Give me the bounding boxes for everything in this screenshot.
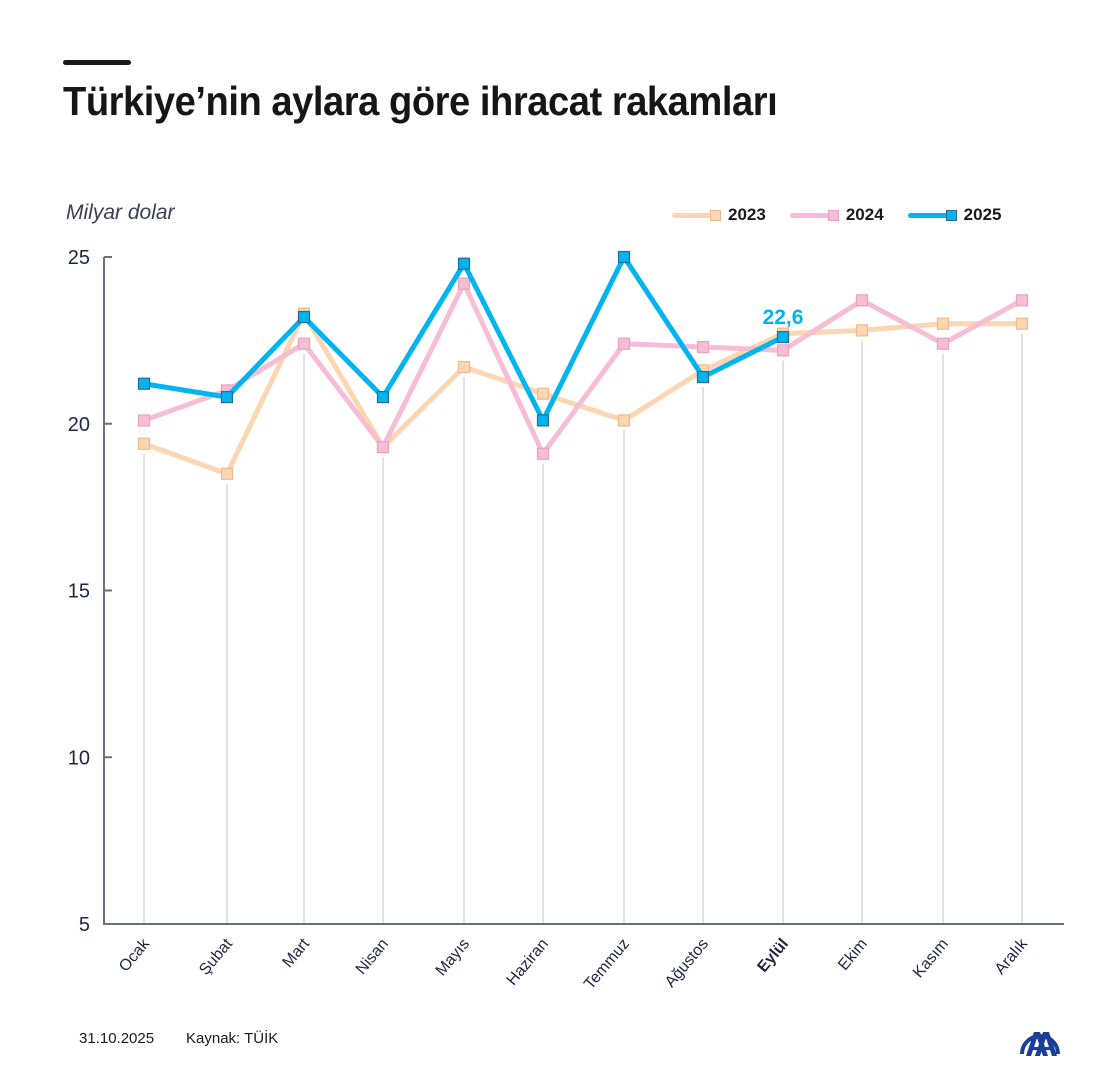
x-tick-label: Temmuz — [581, 936, 633, 993]
value-annotation: 22,6 — [763, 306, 804, 329]
legend-square-marker-icon — [945, 209, 957, 221]
data-point-marker-icon — [936, 337, 950, 350]
data-point-marker-icon — [776, 344, 790, 357]
x-tick-label: Şubat — [196, 935, 236, 978]
legend-label: 2023 — [728, 205, 766, 224]
data-point-marker-icon — [617, 250, 631, 264]
data-point-marker-icon — [220, 467, 234, 480]
data-point-marker-icon — [536, 414, 550, 427]
chart-legend: 2023 2024 2025 — [672, 205, 1025, 225]
data-point-marker-icon — [855, 294, 869, 307]
data-point-marker-icon — [1015, 317, 1029, 330]
y-axis-unit-label: Milyar dolar — [66, 201, 175, 224]
data-point-marker-icon — [1015, 294, 1029, 307]
x-tick-label: Aralık — [992, 935, 1032, 978]
data-point-marker-icon — [536, 447, 550, 460]
data-point-marker-icon — [376, 440, 390, 454]
data-point-marker-icon — [457, 277, 471, 290]
x-tick-label: Mart — [279, 935, 313, 971]
source-label: Kaynak: TÜİK — [186, 1030, 279, 1047]
axis-lines — [103, 257, 1064, 925]
series-2023 — [137, 307, 1029, 480]
x-tick-label: Kasım — [910, 936, 952, 982]
data-point-marker-icon — [137, 414, 151, 427]
y-tick-label: 15 — [68, 581, 90, 603]
legend-line-2023 — [672, 212, 712, 218]
data-point-marker-icon — [936, 317, 950, 330]
data-point-marker-icon — [137, 437, 151, 450]
y-tick-label: 10 — [68, 747, 90, 769]
data-point-marker-icon — [776, 330, 790, 344]
data-point-marker-icon — [297, 337, 311, 350]
title-accent-bar — [63, 60, 131, 65]
data-point-marker-icon — [220, 390, 234, 404]
x-tick-label: Eylül — [754, 936, 792, 976]
legend-line-2025 — [907, 212, 948, 218]
data-point-marker-icon — [376, 390, 390, 404]
legend-item-2023: 2023 — [672, 205, 766, 225]
legend-square-marker-icon — [827, 209, 839, 221]
y-tick-label: 20 — [68, 414, 90, 436]
x-tick-label: Mayıs — [433, 936, 473, 980]
page-title: Türkiye’nin aylara göre ihracat rakamlar… — [63, 78, 778, 124]
y-tick-label: 5 — [79, 914, 90, 936]
x-tick-label: Ocak — [116, 935, 154, 975]
data-point-marker-icon — [137, 377, 151, 390]
data-point-marker-icon — [297, 310, 311, 324]
publish-date: 31.10.2025 — [79, 1030, 155, 1047]
series-2024 — [137, 277, 1029, 460]
data-point-marker-icon — [696, 340, 710, 354]
data-point-marker-icon — [457, 257, 471, 270]
data-point-marker-icon — [696, 370, 710, 384]
legend-square-marker-icon — [710, 209, 721, 221]
legend-label: 2025 — [963, 205, 1002, 224]
y-tick-label: 25 — [68, 247, 90, 269]
legend-line-2024 — [789, 212, 830, 218]
data-point-marker-icon — [855, 324, 869, 337]
x-tick-label: Ekim — [835, 936, 871, 974]
legend-label: 2024 — [845, 205, 884, 224]
x-tick-label: Haziran — [504, 936, 552, 989]
legend-item-2024: 2024 — [789, 205, 884, 225]
data-point-marker-icon — [617, 337, 631, 350]
series-2025 — [137, 250, 790, 427]
x-tick-label: Ağustos — [662, 936, 712, 991]
x-tick-label: Nisan — [353, 936, 392, 978]
data-point-marker-icon — [536, 387, 550, 400]
data-point-marker-icon — [617, 414, 631, 427]
legend-item-2025: 2025 — [907, 205, 1002, 225]
aa-logo-icon — [1020, 1032, 1060, 1056]
data-point-marker-icon — [457, 360, 471, 374]
